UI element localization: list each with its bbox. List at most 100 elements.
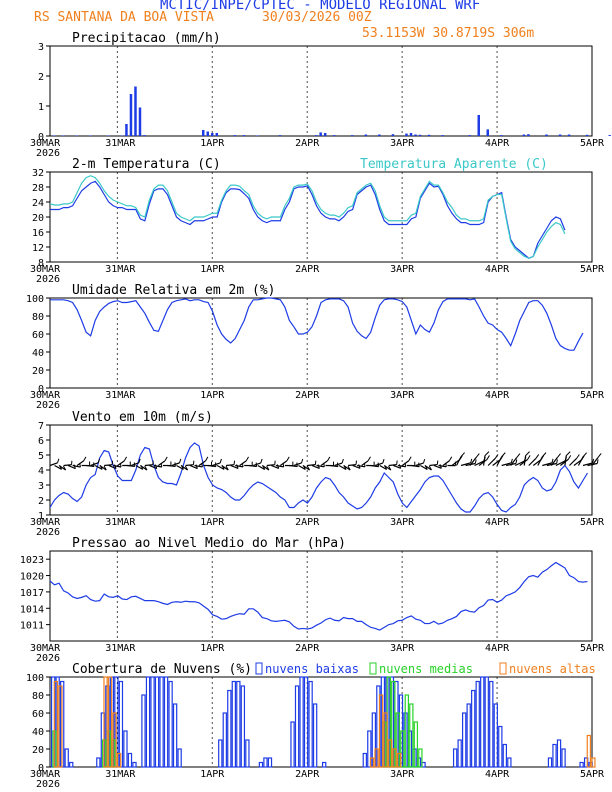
wind-barb: [239, 460, 247, 466]
y-tick-label: 80: [32, 312, 44, 323]
cloud-bar: [222, 712, 227, 768]
cloud-bar: [586, 734, 592, 768]
chart-title: Umidade Relativa em 2m (%): [72, 283, 276, 298]
precip-bar: [477, 115, 480, 136]
wind-barb: [230, 464, 239, 470]
wind-barb: [126, 464, 135, 468]
x-tick-label: 5APR: [580, 390, 605, 401]
wind-barb: [542, 462, 553, 467]
wind-barb: [298, 464, 306, 470]
precip-bar: [391, 134, 395, 136]
wind-barb: [537, 456, 543, 466]
series-line: [50, 180, 566, 259]
precip-bar: [75, 135, 79, 136]
precip-bar: [468, 135, 471, 136]
wind-barb-flag: [286, 456, 290, 462]
wind-barb-flag: [138, 458, 141, 463]
x-tick-label: 4APR: [485, 769, 510, 780]
cloud-bar: [267, 757, 273, 768]
cloud-bar: [263, 757, 268, 768]
wind-barb: [194, 464, 203, 468]
wind-barb: [424, 465, 432, 471]
wind-barb-flag: [510, 458, 513, 463]
wind-barb: [235, 464, 244, 468]
plot-frame: [49, 171, 593, 263]
wind-barb-flag: [567, 455, 572, 460]
wind-barb-flag: [219, 458, 222, 464]
x-tick-label: 2APR: [295, 264, 320, 275]
wind-barb: [76, 460, 84, 466]
wind-barb: [455, 456, 462, 466]
y-tick-label: 7: [38, 421, 44, 432]
wind-barb: [180, 465, 188, 471]
cloud-bar: [418, 748, 423, 768]
wind-barb-flag: [301, 458, 304, 464]
x-tick-label: 30MAR: [30, 264, 61, 275]
cloud-bar: [413, 721, 419, 768]
wind-barb-flag: [542, 452, 547, 457]
wind-barb: [415, 462, 424, 467]
wind-barb: [397, 464, 406, 468]
precip-bar: [441, 135, 444, 136]
wind-barb: [266, 464, 275, 467]
cloud-bar: [579, 761, 584, 768]
precip-bar: [129, 94, 133, 136]
x-tick-label: 5APR: [580, 517, 605, 528]
cloud-bar: [116, 752, 122, 768]
wind-barb-flag: [144, 465, 148, 471]
wind-barb: [343, 465, 351, 471]
wind-barb: [375, 462, 384, 467]
cloud-bar: [502, 743, 508, 768]
cloud-bar: [471, 689, 476, 768]
wind-barb: [139, 465, 148, 471]
wind-barb: [433, 464, 442, 469]
wind-barb-flag: [408, 456, 412, 462]
cloud-bar: [303, 676, 309, 768]
cloud-bar: [107, 676, 113, 768]
legend-swatch: [369, 662, 377, 675]
wind-barb: [58, 465, 66, 471]
cloud-bar: [53, 680, 59, 768]
wind-barb: [167, 464, 176, 468]
precip-bar: [125, 124, 128, 136]
header-title: MCTIC/INPE/CPTEC - MODELO REGIONAL WRF: [160, 0, 481, 13]
wind-barb-flag: [388, 465, 392, 471]
y-tick-label: 0: [38, 384, 44, 395]
plot-frame: [49, 424, 593, 516]
wind-barb: [279, 460, 288, 466]
y-tick-label: 100: [26, 294, 44, 305]
x-tick-label: 31MAR: [105, 517, 136, 528]
wind-barb-flag: [164, 456, 168, 462]
wind-barb-flag: [535, 454, 540, 459]
precip-bar: [585, 134, 589, 136]
precip-bar: [418, 134, 422, 136]
wind-barb-flag: [516, 453, 521, 458]
precip-bar: [527, 134, 530, 136]
chart-title: Pressao ao Nivel Medio do Mar (hPa): [72, 536, 346, 551]
y-tick-label: 5: [38, 451, 44, 462]
wind-barb-flag: [205, 456, 209, 462]
precip-bar: [522, 134, 526, 136]
series-line: [49, 561, 588, 631]
wind-barb: [226, 464, 235, 467]
x-tick-label: 4APR: [485, 138, 510, 149]
wind-barb: [131, 462, 140, 467]
wind-barb: [117, 460, 125, 466]
wind-barb: [401, 460, 410, 466]
wind-barb: [253, 462, 262, 467]
wind-barb: [411, 464, 420, 468]
wind-barb: [158, 460, 166, 466]
wind-barb: [352, 464, 361, 469]
legend-label: nuvens altas: [509, 662, 596, 676]
wind-barb: [370, 464, 379, 468]
precip-bar: [567, 134, 571, 136]
chart-panel-1: 30MAR 31MAR 1APR 2APR 3APR 4APR 5APR 2026 0 1 2 3 Pr…: [30, 31, 611, 159]
x-tick-label: 30MAR: [30, 138, 61, 149]
cloud-bar: [591, 757, 596, 768]
wind-barb: [316, 464, 325, 468]
cloud-bar: [392, 748, 397, 768]
wind-barb: [460, 462, 471, 467]
y-tick-label: 1020: [20, 572, 44, 583]
cloud-bar: [258, 761, 264, 768]
cloud-bar: [145, 676, 151, 768]
